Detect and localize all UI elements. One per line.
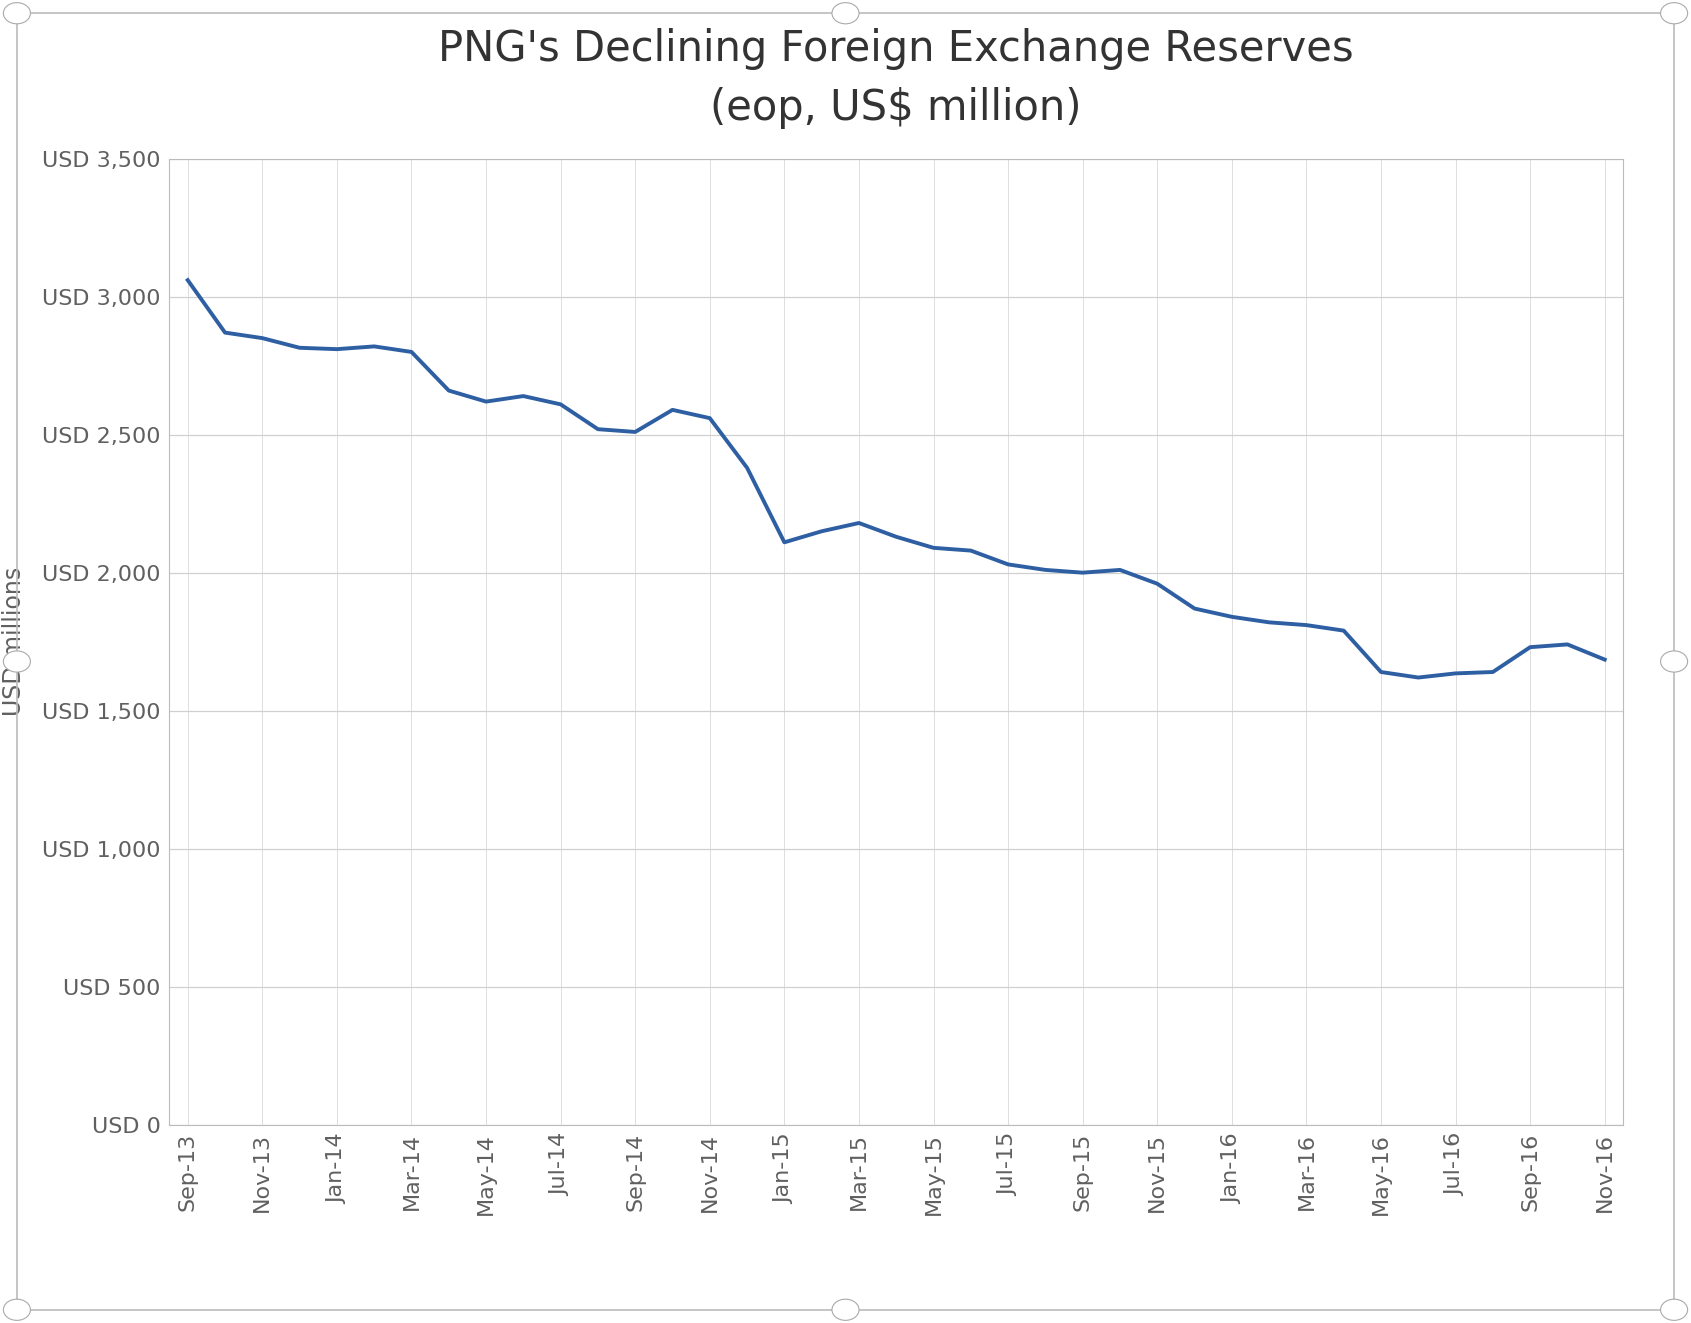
Y-axis label: USD millions: USD millions <box>2 568 25 716</box>
Title: PNG's Declining Foreign Exchange Reserves
(eop, US$ million): PNG's Declining Foreign Exchange Reserve… <box>438 28 1354 128</box>
